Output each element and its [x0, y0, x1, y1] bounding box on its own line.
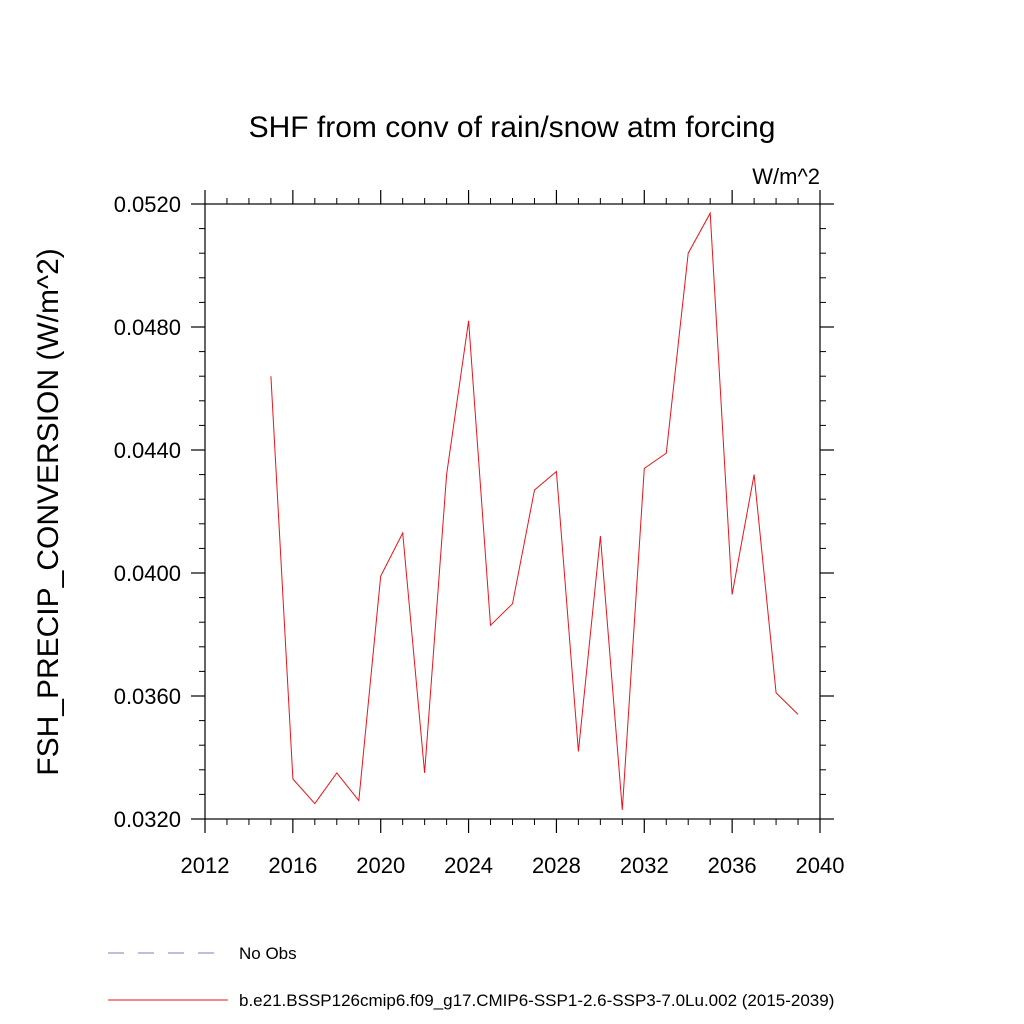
y-tick-label: 0.0400	[114, 561, 181, 586]
x-tick-label: 2036	[708, 853, 757, 878]
y-tick-label: 0.0360	[114, 684, 181, 709]
x-tick-label: 2032	[620, 853, 669, 878]
series-layer	[270, 211, 799, 810]
units-label: W/m^2	[752, 164, 820, 189]
x-tick-label: 2040	[796, 853, 845, 878]
y-tick-label: 0.0320	[114, 807, 181, 832]
y-tick-label: 0.0520	[114, 192, 181, 217]
x-tick-label: 2028	[532, 853, 581, 878]
x-tick-label: 2024	[444, 853, 493, 878]
axis-ticks	[191, 190, 834, 833]
x-tick-label: 2020	[356, 853, 405, 878]
y-tick-label: 0.0440	[114, 438, 181, 463]
x-tick-label: 2012	[181, 853, 230, 878]
x-tick-label: 2016	[268, 853, 317, 878]
axis-tick-labels: 2012 2016 2020 2024 2028 2032 2036 2040 0.0320 0.…	[114, 192, 845, 878]
legend-label-1: No Obs	[239, 944, 297, 963]
legend: No Obs b.e21.BSSP126cmip6.f09_g17.CMIP6-S…	[108, 944, 834, 1010]
y-tick-label: 0.0480	[114, 315, 181, 340]
series-line-1	[270, 211, 799, 810]
y-axis-label: FSH_PRECIP_CONVERSION (W/m^2)	[32, 248, 65, 775]
chart-title: SHF from conv of rain/snow atm forcing	[249, 111, 776, 144]
legend-label-2: b.e21.BSSP126cmip6.f09_g17.CMIP6-SSP1-2.…	[239, 991, 834, 1010]
